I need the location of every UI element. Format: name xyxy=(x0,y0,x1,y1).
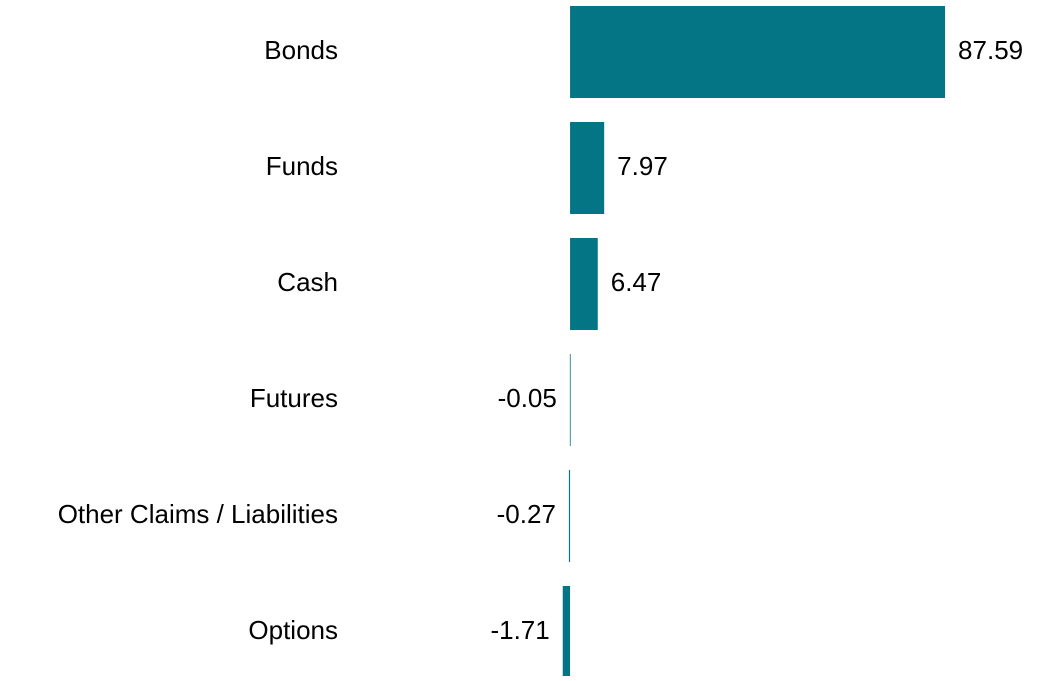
value-label: -0.05 xyxy=(498,383,557,413)
bar xyxy=(570,6,946,98)
category-label: Bonds xyxy=(264,35,338,65)
category-label: Cash xyxy=(277,267,338,297)
value-label: -1.71 xyxy=(490,615,549,645)
bar xyxy=(569,354,571,446)
bar xyxy=(570,122,605,214)
category-label: Futures xyxy=(250,383,338,413)
bar xyxy=(562,586,571,678)
category-label: Other Claims / Liabilities xyxy=(58,499,338,529)
bar xyxy=(570,238,598,330)
value-label: 87.59 xyxy=(958,35,1023,65)
bar xyxy=(568,470,571,562)
value-label: -0.27 xyxy=(497,499,556,529)
value-label: 7.97 xyxy=(617,151,668,181)
category-label: Funds xyxy=(266,151,338,181)
value-label: 6.47 xyxy=(611,267,662,297)
category-label: Options xyxy=(248,615,338,645)
